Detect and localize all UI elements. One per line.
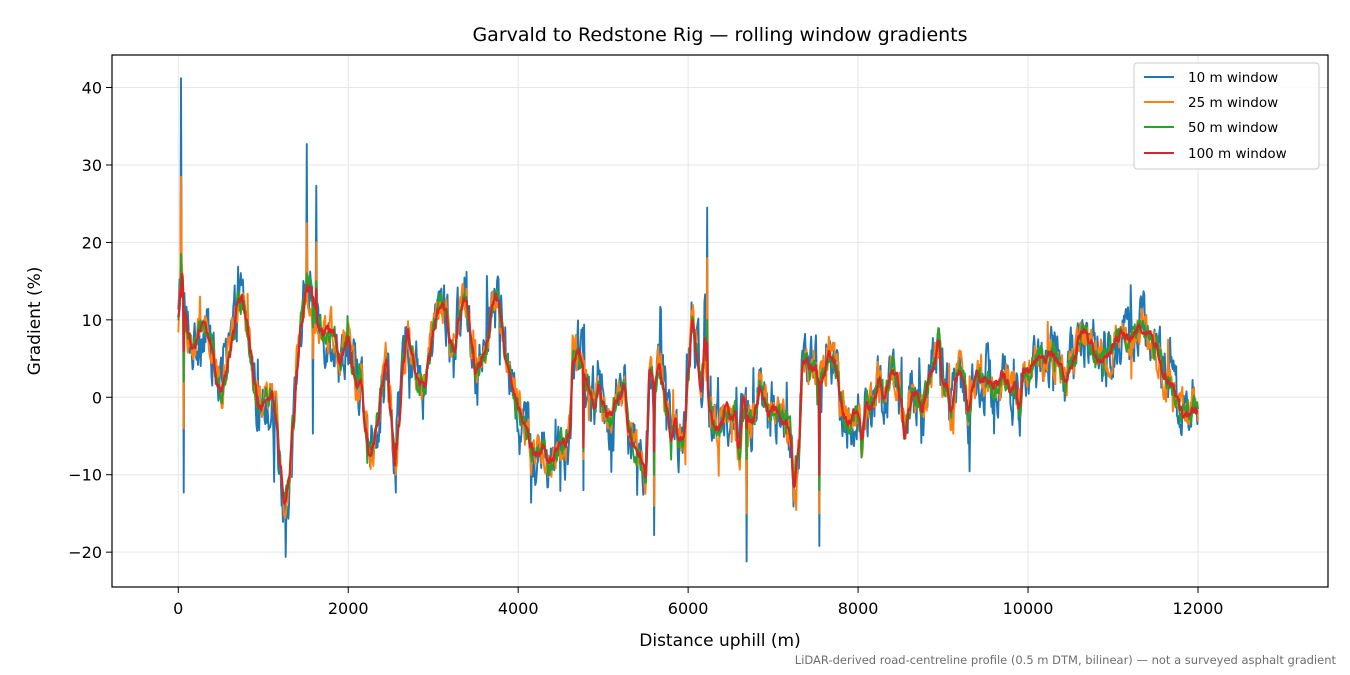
series-lines — [177, 77, 1199, 563]
legend-label-25m: 25 m window — [1188, 95, 1278, 111]
legend-box — [1133, 62, 1320, 170]
legend-label-100m: 100 m window — [1188, 146, 1287, 162]
x-axis-ticks: 0 2000 4000 6000 8000 10000 12000 — [173, 587, 1223, 618]
y-tick-label: 0 — [92, 388, 102, 407]
x-tick-label: 4000 — [498, 599, 539, 618]
series-100m-line — [177, 272, 1199, 505]
legend-label-50m: 50 m window — [1188, 120, 1278, 136]
y-tick-label: 30 — [82, 156, 102, 175]
x-tick-label: 12000 — [1173, 599, 1224, 618]
y-tick-label: 40 — [82, 79, 102, 98]
y-axis-label: Gradient (%) — [25, 267, 45, 376]
plot-frame — [111, 54, 1329, 588]
y-tick-label: 20 — [82, 233, 102, 252]
y-axis-ticks: −20 −10 0 10 20 30 40 — [68, 79, 112, 562]
x-axis-label: Distance uphill (m) — [639, 631, 800, 651]
y-tick-label: −10 — [68, 466, 102, 485]
x-tick-label: 0 — [173, 599, 183, 618]
y-tick-label: −20 — [68, 543, 102, 562]
footnote: LiDAR-derived road-centreline profile (0… — [795, 653, 1337, 667]
x-tick-label: 2000 — [328, 599, 369, 618]
x-tick-label: 6000 — [668, 599, 709, 618]
legend-label-10m: 10 m window — [1188, 70, 1278, 86]
chart-title: Garvald to Redstone Rig — rolling window… — [472, 24, 967, 46]
legend: 10 m window 25 m window 50 m window 100 … — [1133, 62, 1320, 170]
y-tick-label: 10 — [82, 311, 102, 330]
x-tick-label: 8000 — [838, 599, 879, 618]
x-tick-label: 10000 — [1003, 599, 1054, 618]
